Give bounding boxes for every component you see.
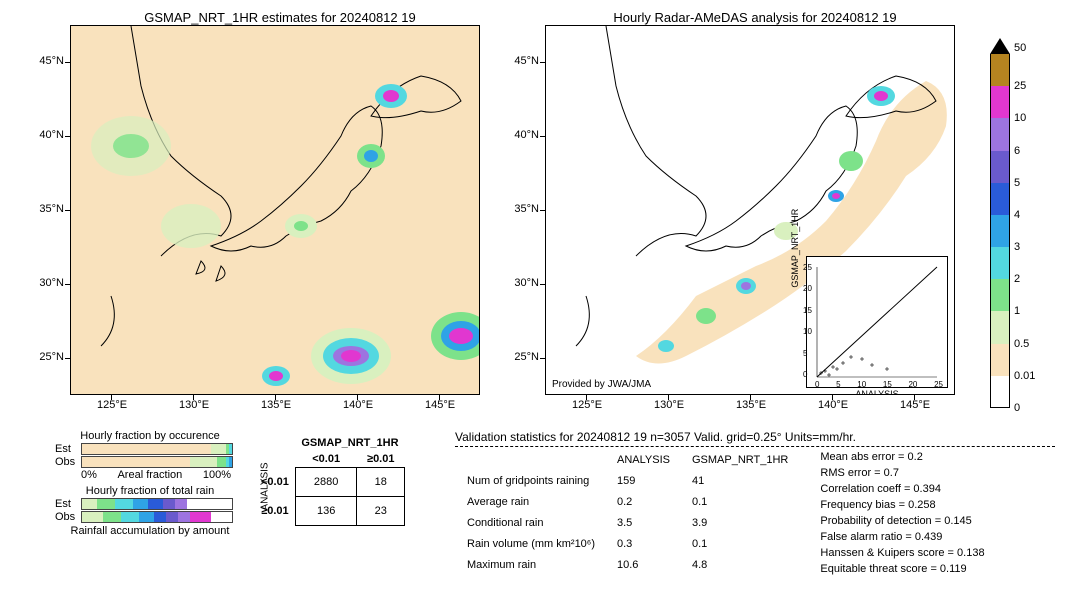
contingency-row-header: ANALYSIS <box>260 462 271 510</box>
accum-title: Rainfall accumulation by amount <box>55 525 245 537</box>
left-map-svg <box>71 26 480 395</box>
left-map <box>70 25 480 395</box>
tot-obs-bar <box>81 511 233 523</box>
right-map-title: Hourly Radar-AMeDAS analysis for 2024081… <box>545 10 965 25</box>
inset-xlabel: ANALYSIS <box>807 389 947 395</box>
est-label: Est <box>55 443 81 455</box>
validation-panel: Validation statistics for 20240812 19 n=… <box>455 430 1055 577</box>
right-map: Provided by JWA/JMA <box>545 25 955 395</box>
left-map-title: GSMAP_NRT_1HR estimates for 20240812 19 <box>70 10 490 25</box>
hourly-fraction-panel: Hourly fraction by occurence Est Obs 0% … <box>55 430 245 537</box>
occ-est-bar <box>81 443 233 455</box>
validation-table: ANALYSISGSMAP_NRT_1HR Num of gridpoints … <box>455 449 800 577</box>
total-title: Hourly fraction of total rain <box>55 485 245 497</box>
inset-scatter: GSMAP_NRT_1HR ANALYSIS 0510152025 051015… <box>806 256 948 388</box>
contingency-panel: GSMAP_NRT_1HR <0.01≥0.01 <0.01288018 ≥0.… <box>255 435 405 526</box>
right-map-panel: Hourly Radar-AMeDAS analysis for 2024081… <box>545 10 965 395</box>
obs-label: Obs <box>55 456 81 468</box>
axis-right: 100% <box>203 469 231 481</box>
provided-text: Provided by JWA/JMA <box>552 379 651 390</box>
colorbar: 5025106543210.50.010 <box>990 38 1010 408</box>
contingency-table: GSMAP_NRT_1HR <0.01≥0.01 <0.01288018 ≥0.… <box>255 435 405 526</box>
axis-mid: Areal fraction <box>117 469 182 481</box>
occ-title: Hourly fraction by occurence <box>55 430 245 442</box>
metrics-list: Mean abs error = 0.2RMS error = 0.7Corre… <box>820 449 984 577</box>
occ-obs-bar <box>81 456 233 468</box>
tot-est-bar <box>81 498 233 510</box>
left-map-panel: GSMAP_NRT_1HR estimates for 20240812 19 <box>70 10 490 395</box>
validation-header: Validation statistics for 20240812 19 n=… <box>455 430 1055 444</box>
inset-ylabel: GSMAP_NRT_1HR <box>790 209 800 288</box>
axis-left: 0% <box>81 469 97 481</box>
